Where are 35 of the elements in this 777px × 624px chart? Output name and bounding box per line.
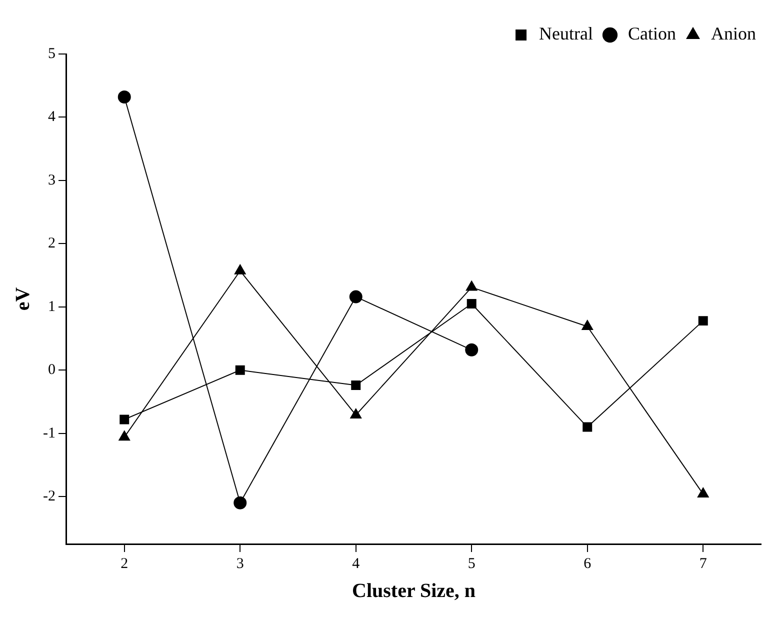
point [235,365,245,375]
point [466,280,478,291]
point [350,408,362,419]
x-tick-label: 6 [584,556,592,572]
point [582,422,592,432]
x-axis-title: Cluster Size, n [352,580,476,602]
legend-label: Anion [711,24,756,44]
y-tick-label: 0 [48,362,56,378]
x-tick-label: 7 [699,556,708,572]
point [698,316,708,326]
point [120,414,130,424]
legend-label: Neutral [539,24,594,44]
y-tick-label: 3 [48,172,56,188]
point [466,299,476,308]
point [234,264,246,274]
y-tick-label: -1 [42,425,56,442]
y-tick-label: 2 [48,236,56,252]
point [465,343,478,356]
point [234,496,247,510]
y-tick-label: 5 [48,46,56,62]
point [118,90,131,104]
x-tick-label: 2 [120,556,128,572]
x-tick-label: 5 [468,556,476,572]
point [351,380,361,390]
point [582,320,594,330]
y-tick-label: 4 [48,109,56,126]
point [697,488,709,498]
y-tick-label: -2 [42,488,56,505]
point [118,430,130,441]
y-tick-label: 1 [48,298,56,315]
point [349,290,362,304]
y-axis-title: eV [12,286,34,311]
x-tick-label: 4 [352,556,360,572]
x-tick-label: 3 [236,556,244,572]
legend-label: Cation [628,24,676,44]
